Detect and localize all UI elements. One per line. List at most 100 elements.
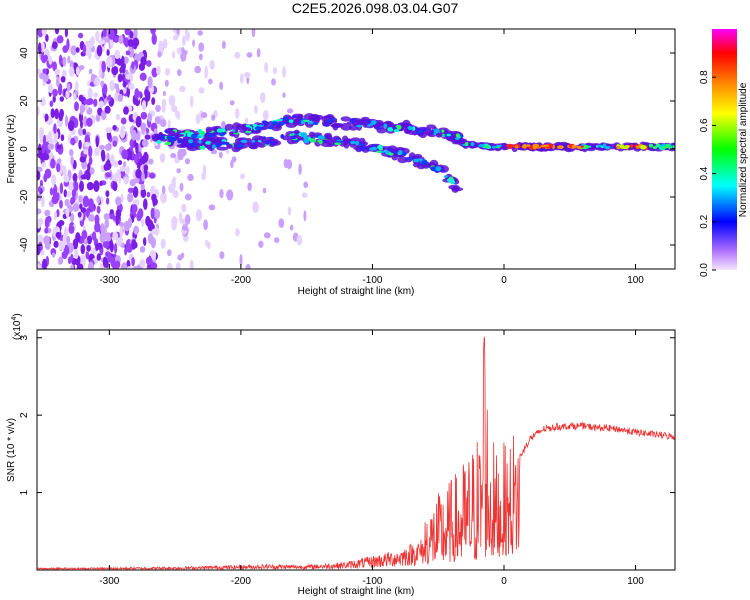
spectrogram-track-cell xyxy=(291,132,295,135)
spectrogram-noise-blob xyxy=(44,209,51,217)
spectrogram-noise-blob xyxy=(105,172,112,178)
spectrogram-noise-blob xyxy=(289,224,294,231)
spectrogram-xtick-label: 100 xyxy=(627,275,644,286)
spectrogram-noise-blob xyxy=(64,198,70,207)
spectrogram-noise-blob xyxy=(221,40,226,49)
spectrogram-noise-blob xyxy=(88,41,94,49)
spectrogram-track-cell xyxy=(240,139,248,143)
spectrogram-track-cell xyxy=(177,139,184,144)
spectrogram-noise-blob xyxy=(160,192,167,204)
spectrogram-ytick-label: -20 xyxy=(19,189,30,204)
spectrogram-track-cell xyxy=(532,146,537,150)
spectrogram-track-cell xyxy=(411,130,418,136)
spectrogram-track-cell xyxy=(377,144,383,150)
spectrogram-noise-blob xyxy=(97,195,101,204)
spectrogram-noise-blob xyxy=(177,254,183,261)
spectrogram-noise-blob xyxy=(37,219,42,229)
spectrogram-track-cell xyxy=(271,121,279,126)
spectrogram-noise-blob xyxy=(194,65,202,74)
spectrogram-noise-blob xyxy=(118,236,124,244)
spectrogram-noise-blob xyxy=(78,195,83,203)
spectrogram-noise-blob xyxy=(48,84,54,94)
spectrogram-track-cell xyxy=(358,146,366,152)
spectrogram-noise-blob xyxy=(139,259,146,268)
spectrogram-track-cell xyxy=(597,144,603,147)
spectrogram-noise-blob xyxy=(56,35,64,44)
spectrogram-noise-blob xyxy=(70,137,76,146)
spectrogram-noise-blob xyxy=(244,117,249,125)
spectrogram-noise-blob xyxy=(235,228,240,237)
colorbar xyxy=(712,29,737,270)
spectrogram-track-cell xyxy=(639,144,647,150)
spectrogram-noise-blob xyxy=(140,188,147,198)
spectrogram-track-cell xyxy=(216,128,223,133)
spectrogram-noise-blob xyxy=(287,206,292,216)
spectrogram-noise-blob xyxy=(146,60,152,67)
spectrogram-track-cell xyxy=(334,142,341,145)
spectrogram-track-cell xyxy=(387,146,391,152)
spectrogram-xtick-label: 0 xyxy=(501,275,507,286)
spectrogram-noise-blob xyxy=(53,211,58,220)
spectrogram-track-cell xyxy=(156,139,162,144)
spectrogram-noise-blob xyxy=(64,114,69,127)
spectrogram-noise-blob xyxy=(143,151,149,163)
spectrogram-noise-blob xyxy=(286,108,294,114)
snr-xtick-label: 0 xyxy=(501,576,507,587)
spectrogram-noise-blob xyxy=(125,74,132,80)
spectrogram-noise-blob xyxy=(154,116,161,125)
spectrogram-noise-blob xyxy=(164,79,169,87)
spectrogram-noise-blob xyxy=(62,56,67,67)
spectrogram-noise-blob xyxy=(139,72,147,82)
spectrogram-track-cell xyxy=(255,141,261,145)
spectrogram-track-cell xyxy=(330,137,338,142)
spectrogram-noise-blob xyxy=(70,213,75,223)
spectrogram-noise-blob xyxy=(143,237,147,246)
spectrogram-noise-blob xyxy=(104,219,110,229)
spectrogram-noise-blob xyxy=(105,190,110,198)
spectrogram-noise-blob xyxy=(56,163,61,173)
spectrogram-noise-blob xyxy=(65,90,70,99)
colorbar-tick-label: 0.0 xyxy=(699,263,710,277)
spectrogram-noise-blob xyxy=(140,56,147,66)
spectrogram-noise-blob xyxy=(63,226,68,238)
spectrogram-noise-blob xyxy=(120,170,126,177)
spectrogram-noise-blob xyxy=(129,30,134,39)
spectrogram-noise-blob xyxy=(71,196,76,204)
spectrogram-noise-blob xyxy=(127,39,134,47)
spectrogram-noise-blob xyxy=(44,242,51,250)
spectrogram-noise-blob xyxy=(107,94,112,102)
spectrogram-track-cell xyxy=(635,145,641,149)
colorbar-tick-label: 0.4 xyxy=(699,166,710,180)
snr-xlabel: Height of straight line (km) xyxy=(298,586,415,597)
spectrogram-noise-blob xyxy=(40,97,46,107)
spectrogram-track-cell xyxy=(324,123,330,127)
spectrogram-track-cell xyxy=(221,141,226,145)
snr-xtick-label: -200 xyxy=(231,576,251,587)
spectrogram-noise-blob xyxy=(42,68,48,74)
spectrogram-noise-blob xyxy=(93,98,98,107)
spectrogram-noise-blob xyxy=(211,114,216,121)
spectrogram-noise-blob xyxy=(70,264,75,269)
spectrogram-noise-blob xyxy=(79,180,84,192)
spectrogram-noise-blob xyxy=(131,129,137,141)
spectrogram-track-cell xyxy=(375,125,380,131)
spectrogram-track-cell xyxy=(672,145,675,148)
spectrogram-track-cell xyxy=(507,145,513,150)
spectrogram-noise-blob xyxy=(140,111,148,120)
spectrogram-noise-blob xyxy=(115,196,122,206)
spectrogram-noise-blob xyxy=(75,66,80,76)
spectrogram-noise-blob xyxy=(166,262,173,269)
spectrogram-track-cell xyxy=(159,134,164,140)
spectrogram-noise-blob xyxy=(256,48,261,58)
spectrogram-noise-blob xyxy=(42,258,47,269)
spectrogram-noise-blob xyxy=(127,266,133,269)
spectrogram-track-cell xyxy=(312,122,319,125)
spectrogram-track-cell xyxy=(317,135,323,140)
spectrogram-noise-blob xyxy=(134,153,139,164)
spectrogram-track-cell xyxy=(169,130,176,133)
spectrogram-track-cell xyxy=(295,139,300,142)
colorbar-tick-label: 0.6 xyxy=(699,118,710,132)
spectrogram-track-cell xyxy=(371,146,378,151)
spectrogram-track-cell xyxy=(364,121,368,124)
spectrogram-noise-blob xyxy=(66,83,71,92)
